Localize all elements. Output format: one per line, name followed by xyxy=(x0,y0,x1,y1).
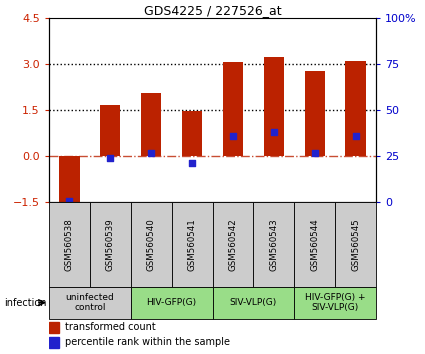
Text: HIV-GFP(G): HIV-GFP(G) xyxy=(147,298,197,307)
Text: uninfected
control: uninfected control xyxy=(65,293,114,312)
Point xyxy=(312,150,318,156)
Bar xyxy=(294,287,376,319)
Text: transformed count: transformed count xyxy=(65,322,156,332)
Text: GSM560543: GSM560543 xyxy=(269,218,278,271)
Bar xyxy=(100,105,120,156)
Bar xyxy=(264,57,284,156)
Point xyxy=(66,198,73,204)
Bar xyxy=(131,202,172,287)
Text: GSM560541: GSM560541 xyxy=(187,218,196,271)
Point xyxy=(189,160,196,165)
Text: infection: infection xyxy=(4,298,47,308)
Point xyxy=(148,150,155,156)
Text: GSM560539: GSM560539 xyxy=(106,218,115,270)
Text: GSM560545: GSM560545 xyxy=(351,218,360,271)
Bar xyxy=(305,72,325,156)
Point xyxy=(230,133,236,139)
Bar xyxy=(223,62,243,156)
Bar xyxy=(346,61,366,156)
Text: GSM560542: GSM560542 xyxy=(229,218,238,271)
Bar xyxy=(182,111,202,156)
Bar xyxy=(212,287,294,319)
Text: SIV-VLP(G): SIV-VLP(G) xyxy=(230,298,277,307)
Point xyxy=(107,155,113,160)
Bar xyxy=(141,93,162,156)
Bar xyxy=(59,156,79,203)
Bar xyxy=(212,202,253,287)
Bar xyxy=(294,202,335,287)
Point xyxy=(352,133,359,139)
Bar xyxy=(49,202,90,287)
Text: percentile rank within the sample: percentile rank within the sample xyxy=(65,337,230,348)
Bar xyxy=(131,287,212,319)
Bar xyxy=(172,202,212,287)
Text: GSM560544: GSM560544 xyxy=(310,218,319,271)
Point xyxy=(270,129,277,135)
Bar xyxy=(49,322,59,333)
Title: GDS4225 / 227526_at: GDS4225 / 227526_at xyxy=(144,4,281,17)
Bar xyxy=(90,202,131,287)
Bar xyxy=(335,202,376,287)
Text: GSM560540: GSM560540 xyxy=(147,218,156,271)
Bar xyxy=(49,287,131,319)
Text: HIV-GFP(G) +
SIV-VLP(G): HIV-GFP(G) + SIV-VLP(G) xyxy=(305,293,366,312)
Bar xyxy=(49,337,59,348)
Text: GSM560538: GSM560538 xyxy=(65,218,74,271)
Bar xyxy=(253,202,294,287)
